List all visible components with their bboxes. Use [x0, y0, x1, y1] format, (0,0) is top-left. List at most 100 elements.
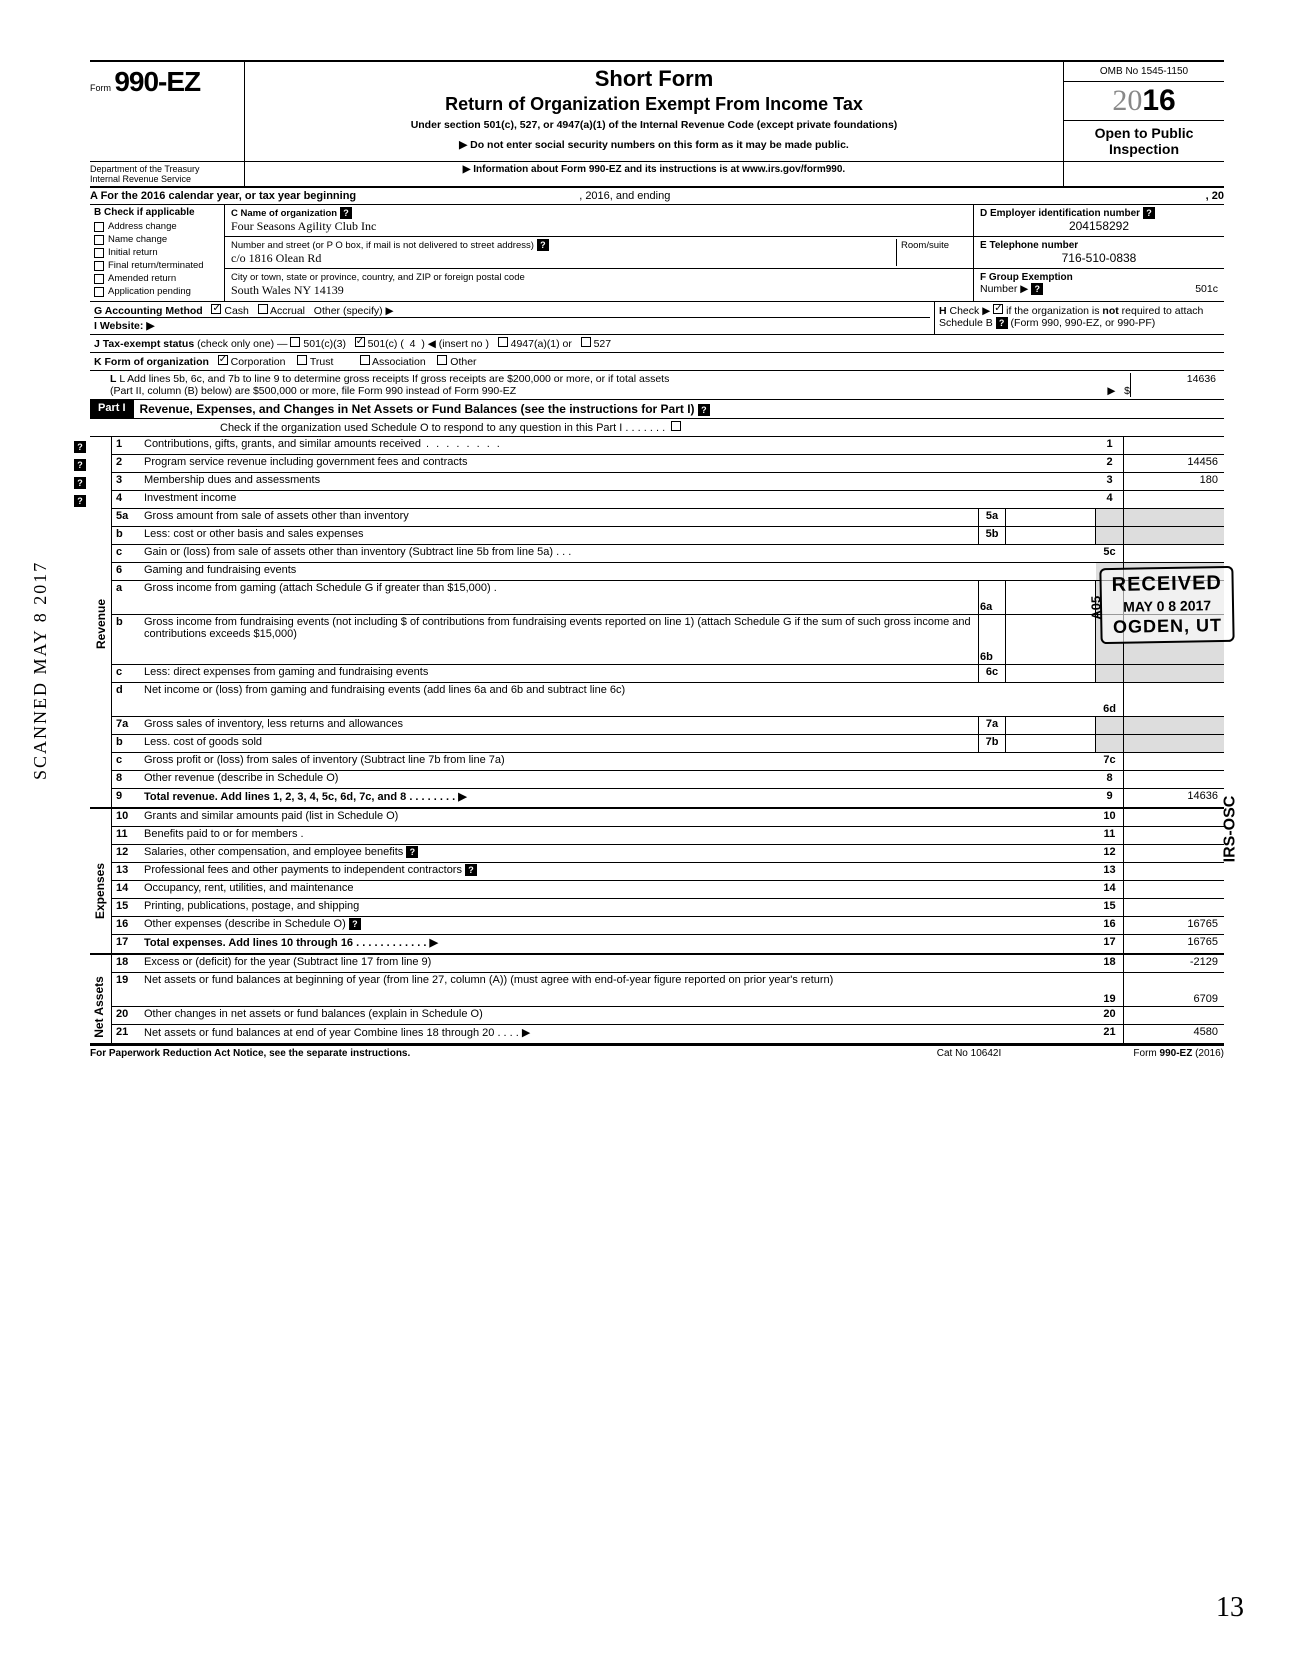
dept-line1: Department of the Treasury	[90, 164, 240, 174]
netasset-lines: 18Excess or (deficit) for the year (Subt…	[112, 955, 1224, 1043]
f-group-row: F Group Exemption Number ▶ ? 501c	[974, 269, 1224, 301]
help-icon: ?	[74, 441, 86, 453]
line-1: 1Contributions, gifts, grants, and simil…	[112, 437, 1224, 455]
chk-cash[interactable]	[211, 304, 221, 314]
footer-left: For Paperwork Reduction Act Notice, see …	[90, 1048, 894, 1059]
col-b: B Check if applicable Address change Nam…	[90, 205, 225, 301]
form-prefix: Form	[90, 83, 111, 93]
line-6b: bGross income from fundraising events (n…	[112, 615, 1224, 665]
chk-corp[interactable]	[218, 355, 228, 365]
chk-address-change[interactable]: Address change	[90, 220, 224, 233]
row-g: G Accounting Method Cash Accrual Other (…	[90, 302, 934, 334]
label-revenue: Revenue	[94, 599, 108, 649]
dept-row: Department of the Treasury Internal Reve…	[90, 162, 1224, 188]
help-icon: ?	[1143, 207, 1155, 219]
line-4: 4Investment income4	[112, 491, 1224, 509]
d-label: D Employer identification number	[980, 208, 1140, 219]
side-expenses: Expenses	[90, 809, 112, 953]
chk-501c[interactable]	[355, 337, 365, 347]
chk-app-pending[interactable]: Application pending	[90, 285, 224, 298]
line-15: 15Printing, publications, postage, and s…	[112, 899, 1224, 917]
row-l: L L Add lines 5b, 6c, and 7b to line 9 t…	[90, 371, 1224, 400]
f-label: F Group Exemption	[980, 272, 1073, 283]
line-6d: dNet income or (loss) from gaming and fu…	[112, 683, 1224, 717]
chk-name-change[interactable]: Name change	[90, 233, 224, 246]
row-a-tax-year: A For the 2016 calendar year, or tax yea…	[90, 188, 1224, 205]
line-12: 12Salaries, other compensation, and empl…	[112, 845, 1224, 863]
ssn-warning: ▶ Do not enter social security numbers o…	[251, 139, 1057, 151]
dept-line2: Internal Revenue Service	[90, 174, 240, 184]
form-title-block: Short Form Return of Organization Exempt…	[245, 62, 1064, 161]
e-phone-row: E Telephone number 716-510-0838	[974, 237, 1224, 269]
revenue-section: ? ? ? ? Revenue 1Contributions, gifts, g…	[90, 437, 1224, 809]
row-a-right: , 20	[1024, 190, 1224, 202]
chk-accrual[interactable]	[258, 304, 268, 314]
lbl-app-pending: Application pending	[108, 286, 191, 297]
line-8: 8Other revenue (describe in Schedule O)8	[112, 771, 1224, 789]
row-j: J Tax-exempt status (check only one) — 5…	[90, 335, 1224, 353]
f-sub: Number ▶	[980, 283, 1028, 295]
chk-527[interactable]	[581, 337, 591, 347]
chk-final-return[interactable]: Final return/terminated	[90, 259, 224, 272]
help-icon: ?	[698, 404, 710, 416]
block-bcdef: B Check if applicable Address change Nam…	[90, 205, 1224, 302]
lbl-final-return: Final return/terminated	[108, 260, 204, 271]
side-netassets: Net Assets	[90, 955, 112, 1043]
f-code: 501c	[1195, 283, 1218, 295]
g-label: G Accounting Method	[94, 305, 203, 317]
l-amount: 14636	[1130, 373, 1220, 397]
dept-treasury: Department of the Treasury Internal Reve…	[90, 162, 245, 186]
i-website: I Website: ▶	[94, 320, 154, 332]
line-16: 16Other expenses (describe in Schedule O…	[112, 917, 1224, 935]
c-name-row: C Name of organization ? Four Seasons Ag…	[225, 205, 973, 237]
chk-initial-return[interactable]: Initial return	[90, 246, 224, 259]
help-icon: ?	[74, 477, 86, 489]
form-number: 990-EZ	[114, 66, 200, 97]
e-phone: 716-510-0838	[980, 251, 1218, 265]
lbl-name-change: Name change	[108, 234, 167, 245]
netassets-section: Net Assets 18Excess or (deficit) for the…	[90, 955, 1224, 1045]
line-6a: aGross income from gaming (attach Schedu…	[112, 581, 1224, 615]
chk-sched-o[interactable]	[671, 421, 681, 431]
help-icon: ?	[74, 495, 86, 507]
line-20: 20Other changes in net assets or fund ba…	[112, 1007, 1224, 1025]
check-schedule-o: Check if the organization used Schedule …	[90, 419, 1224, 437]
line-7b: bLess. cost of goods sold7b	[112, 735, 1224, 753]
chk-assoc[interactable]	[360, 355, 370, 365]
line-5c: cGain or (loss) from sale of assets othe…	[112, 545, 1224, 563]
street-label: Number and street (or P O box, if mail i…	[231, 240, 534, 251]
city-val: South Wales NY 14139	[231, 283, 344, 297]
line-18: 18Excess or (deficit) for the year (Subt…	[112, 955, 1224, 973]
label-expenses: Expenses	[93, 863, 107, 919]
line-7a: 7aGross sales of inventory, less returns…	[112, 717, 1224, 735]
line-13: 13Professional fees and other payments t…	[112, 863, 1224, 881]
scanned-stamp-side: SCANNED MAY 8 2017	[30, 561, 51, 780]
check-o-text: Check if the organization used Schedule …	[220, 422, 665, 434]
stamp-ogden: OGDEN, UT	[1112, 615, 1223, 638]
expense-lines: 10Grants and similar amounts paid (list …	[112, 809, 1224, 953]
line-6: 6Gaming and fundraising events	[112, 563, 1224, 581]
line-5a: 5aGross amount from sale of assets other…	[112, 509, 1224, 527]
d-ein: 204158292	[980, 219, 1218, 233]
chk-501c3[interactable]	[290, 337, 300, 347]
lbl-amended: Amended return	[108, 273, 176, 284]
chk-4947[interactable]	[498, 337, 508, 347]
help-icon: ?	[1031, 283, 1043, 295]
chk-other-org[interactable]	[437, 355, 447, 365]
line-14: 14Occupancy, rent, utilities, and mainte…	[112, 881, 1224, 899]
chk-trust[interactable]	[297, 355, 307, 365]
chk-amended[interactable]: Amended return	[90, 272, 224, 285]
stamp-a05: A05	[1088, 596, 1103, 620]
lbl-other: Other (specify) ▶	[314, 305, 394, 317]
lbl-cash: Cash	[224, 305, 249, 317]
line-11: 11Benefits paid to or for members .11	[112, 827, 1224, 845]
chk-sched-b[interactable]	[993, 304, 1003, 314]
room-label: Room/suite	[901, 240, 949, 251]
row-k: K Form of organization Corporation Trust…	[90, 353, 1224, 371]
line-21: 21Net assets or fund balances at end of …	[112, 1025, 1224, 1043]
help-icon: ?	[74, 459, 86, 471]
help-icon: ?	[349, 918, 361, 930]
part1-header-row: Part I Revenue, Expenses, and Changes in…	[90, 400, 1224, 419]
year-prefix: 20	[1112, 84, 1142, 117]
line-2: 2Program service revenue including gover…	[112, 455, 1224, 473]
